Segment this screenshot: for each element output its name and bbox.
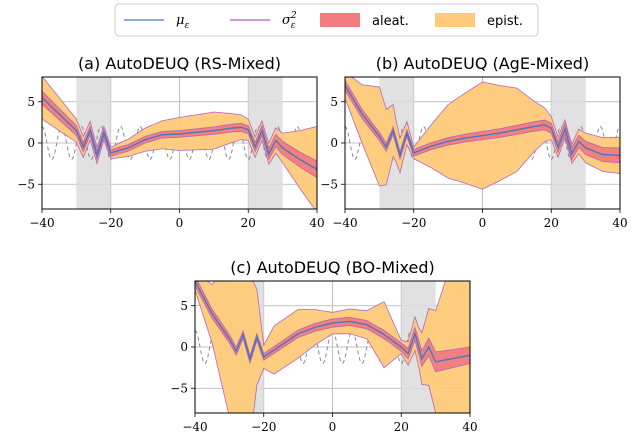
x-tick-label: −20 <box>98 216 123 230</box>
panel-0: −40 −20 0 20 40 −5 0 5 (a) AutoDEUQ (RS-Mixed) <box>17 54 324 230</box>
y-tick-label: 0 <box>27 136 35 150</box>
y-tick-label: 0 <box>330 136 338 150</box>
x-tick-label: −20 <box>401 216 426 230</box>
panel-1: −40 −20 0 20 40 −5 0 5 (b) AutoDEUQ (AgE-Mixed) <box>320 54 627 230</box>
mean-line <box>42 97 317 171</box>
y-tick-label: −5 <box>170 381 188 395</box>
x-tick-label: 20 <box>544 216 559 230</box>
epistemic-band <box>42 77 317 209</box>
y-tick-label: −5 <box>320 177 338 191</box>
legend-label-1: σ2 ε <box>282 11 297 31</box>
x-tick-label: −20 <box>251 420 276 434</box>
y-tick-label: 5 <box>330 95 338 109</box>
x-tick-label: 40 <box>309 216 324 230</box>
legend-label-2: aleat. <box>372 14 409 29</box>
aleatoric-band <box>345 79 620 164</box>
x-tick-label: 40 <box>612 216 627 230</box>
y-tick-label: 5 <box>27 95 35 109</box>
y-tick-label: 0 <box>180 340 188 354</box>
legend-patch-2 <box>320 13 360 27</box>
epistemic-band <box>195 281 470 413</box>
x-tick-label: 20 <box>241 216 256 230</box>
mean-line <box>345 84 620 158</box>
x-tick-label: 0 <box>329 420 337 434</box>
x-tick-label: −40 <box>332 216 357 230</box>
legend-patch-3 <box>435 13 475 27</box>
y-tick-label: 5 <box>180 299 188 313</box>
panel-title: (a) AutoDEUQ (RS-Mixed) <box>78 54 281 73</box>
plot-area <box>42 77 317 209</box>
x-tick-label: −40 <box>29 216 54 230</box>
x-tick-label: 20 <box>394 420 409 434</box>
panel-title: (c) AutoDEUQ (BO-Mixed) <box>230 258 435 277</box>
x-tick-label: −40 <box>182 420 207 434</box>
mean-line <box>195 281 470 363</box>
x-tick-label: 0 <box>479 216 487 230</box>
x-tick-label: 40 <box>462 420 477 434</box>
legend-label-3: epist. <box>487 14 523 29</box>
aleatoric-band <box>195 281 470 373</box>
panel-2: −40 −20 0 20 40 −5 0 5 (c) AutoDEUQ (BO-Mixed) <box>170 258 477 434</box>
panel-title: (b) AutoDEUQ (AgE-Mixed) <box>376 54 589 73</box>
plot-area <box>345 77 620 209</box>
x-tick-label: 0 <box>176 216 184 230</box>
legend-label-0: με <box>176 13 189 31</box>
y-tick-label: −5 <box>17 177 35 191</box>
legend: με σ2 ε aleat. epist. <box>114 3 539 37</box>
plot-area <box>195 281 470 413</box>
